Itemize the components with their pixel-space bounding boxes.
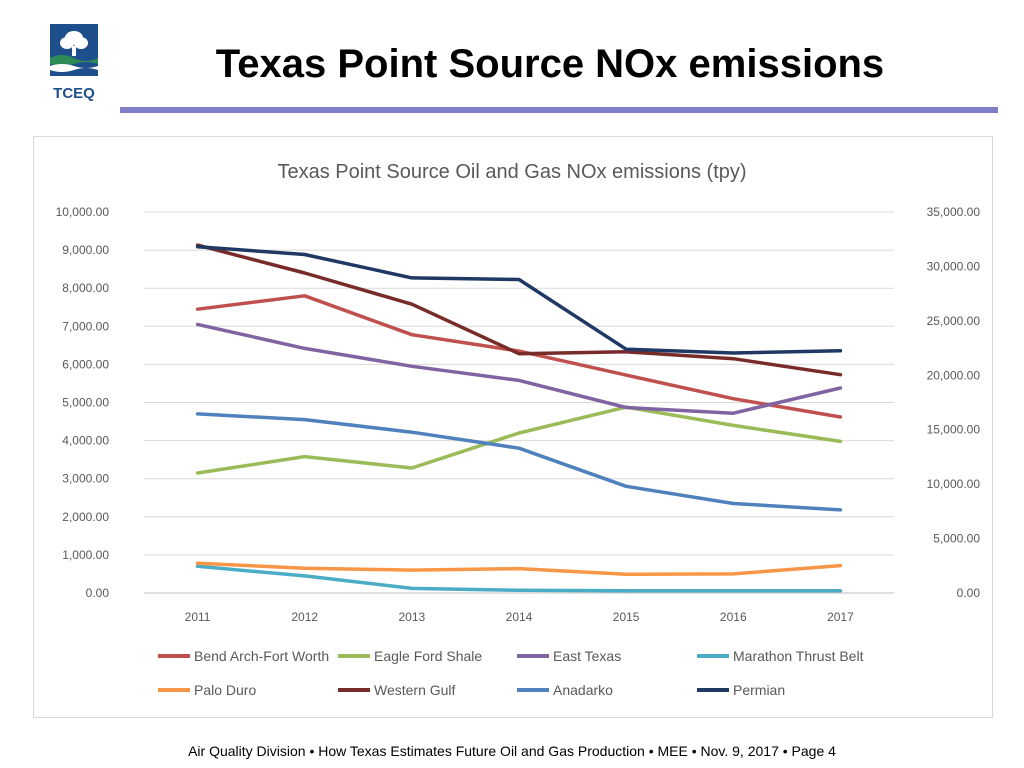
left-tick-label: 9,000.00 — [62, 243, 109, 257]
x-tick-label: 2017 — [827, 610, 854, 624]
tceq-logo-graphic: TCEQ — [50, 24, 98, 102]
x-tick-label: 2014 — [506, 610, 533, 624]
chart-frame: Texas Point Source Oil and Gas NOx emiss… — [33, 136, 993, 718]
right-tick-label: 5,000.00 — [933, 532, 980, 546]
x-tick-label: 2013 — [399, 610, 426, 624]
left-tick-label: 5,000.00 — [62, 396, 109, 410]
x-axis: 2011 2012 2013 2014 2015 2016 2017 — [185, 610, 854, 624]
left-tick-label: 8,000.00 — [62, 281, 109, 295]
series-line-bend-arch-fort-worth — [195, 294, 843, 419]
right-axis: 0.00 5,000.00 10,000.00 15,000.00 20,000.00 2… — [927, 205, 981, 600]
legend-label: Western Gulf — [374, 682, 456, 698]
left-axis: 0.00 1,000.00 2,000.00 3,000.00 4,000.00 5,00… — [56, 205, 110, 600]
left-tick-label: 0.00 — [86, 586, 110, 600]
logo-text: TCEQ — [53, 85, 95, 102]
right-tick-label: 15,000.00 — [927, 423, 981, 437]
series-lines — [195, 243, 843, 593]
legend-label: Palo Duro — [194, 682, 256, 698]
x-tick-label: 2016 — [720, 610, 747, 624]
right-tick-label: 10,000.00 — [927, 477, 981, 491]
series-line-western-gulf — [195, 243, 843, 377]
legend-label: Eagle Ford Shale — [374, 648, 482, 664]
x-tick-label: 2012 — [291, 610, 318, 624]
tceq-logo: TCEQ — [48, 22, 100, 104]
series-line-permian — [195, 245, 843, 355]
footer: Air Quality Division • How Texas Estimat… — [188, 743, 836, 759]
legend-label: Anadarko — [553, 682, 613, 698]
series-line-marathon-thrust-belt — [195, 564, 843, 593]
right-tick-label: 20,000.00 — [927, 368, 981, 382]
slide-title: Texas Point Source NOx emissions — [215, 42, 885, 86]
left-tick-label: 4,000.00 — [62, 434, 109, 448]
nox-line-chart: Texas Point Source Oil and Gas NOx emiss… — [56, 161, 981, 698]
title-rule — [120, 107, 998, 113]
legend-label: Bend Arch-Fort Worth — [194, 648, 329, 664]
series-line-anadarko — [195, 412, 843, 512]
legend-label: Marathon Thrust Belt — [733, 648, 864, 664]
right-tick-label: 30,000.00 — [927, 259, 981, 273]
chart-title: Texas Point Source Oil and Gas NOx emiss… — [277, 161, 746, 183]
left-tick-label: 6,000.00 — [62, 357, 109, 371]
series-line-eagle-ford-shale — [195, 405, 843, 475]
right-tick-label: 35,000.00 — [927, 205, 981, 219]
series-line-palo-duro — [195, 561, 843, 577]
left-tick-label: 1,000.00 — [62, 548, 109, 562]
x-tick-label: 2015 — [613, 610, 640, 624]
left-tick-label: 7,000.00 — [62, 319, 109, 333]
gridlines — [144, 211, 894, 594]
left-tick-label: 10,000.00 — [56, 205, 110, 219]
x-tick-label: 2011 — [185, 610, 211, 624]
right-tick-label: 0.00 — [957, 586, 981, 600]
left-tick-label: 3,000.00 — [62, 472, 109, 486]
legend-label: East Texas — [553, 648, 621, 664]
left-tick-label: 2,000.00 — [62, 510, 109, 524]
legend-label: Permian — [733, 682, 785, 698]
right-tick-label: 25,000.00 — [927, 314, 981, 328]
legend: Bend Arch-Fort Worth Eagle Ford Shale East… — [158, 648, 864, 698]
